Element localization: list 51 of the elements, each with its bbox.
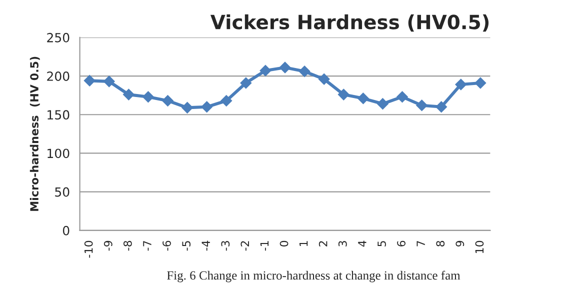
- x-tick-label: -3: [221, 241, 230, 251]
- y-tick-label: 100: [48, 148, 70, 158]
- x-tick-label: 0: [280, 240, 288, 246]
- x-tick-label: -5: [182, 241, 191, 251]
- point: [318, 74, 330, 85]
- x-tick-label: 4: [358, 240, 366, 247]
- x-tick-label: 5: [378, 241, 386, 246]
- point: [201, 101, 212, 113]
- point: [436, 101, 447, 113]
- chart-title: Vickers Hardness (HV0.5): [210, 14, 489, 32]
- y-axis-title: Micro-hardness (HV 0.5): [30, 56, 40, 211]
- point: [142, 91, 154, 102]
- point: [377, 98, 388, 110]
- x-tick-label: 6: [397, 240, 406, 246]
- x-tick-label: -9: [104, 240, 112, 251]
- point: [104, 76, 115, 88]
- point: [240, 77, 252, 89]
- x-tick-label: 2: [318, 241, 328, 246]
- x-tick-label: 7: [416, 241, 425, 246]
- x-tick-label: 9: [456, 240, 464, 246]
- point: [84, 75, 96, 86]
- x-tick-label: 3: [338, 241, 347, 246]
- point: [474, 77, 486, 89]
- point: [298, 66, 310, 78]
- x-tick-label: -6: [162, 240, 171, 251]
- point: [279, 62, 291, 74]
- point: [182, 102, 193, 114]
- y-tick-label: 0: [62, 226, 70, 236]
- x-tick-label: -10: [84, 240, 93, 258]
- point: [162, 95, 174, 106]
- y-tick-label: 200: [47, 72, 70, 81]
- x-tick-label: 8: [436, 240, 445, 246]
- point: [396, 91, 408, 102]
- x-tick-label: -2: [240, 241, 249, 251]
- point: [358, 92, 369, 104]
- caption: Fig. 6 Change in micro-hardness at change in distance fam: [167, 270, 460, 282]
- x-tick-label: -8: [123, 240, 132, 251]
- y-tick-label: 150: [48, 110, 70, 120]
- point: [260, 65, 272, 76]
- y-tick-label: 250: [47, 32, 70, 42]
- point: [455, 78, 466, 90]
- x-tick-label: -4: [202, 240, 210, 251]
- x-tick-label: -7: [143, 241, 152, 251]
- point: [416, 100, 428, 111]
- y-tick-label: 50: [55, 187, 70, 197]
- x-tick-label: 10: [475, 240, 484, 254]
- point: [338, 88, 350, 100]
- point: [123, 88, 134, 100]
- x-tick-label: -1: [260, 241, 269, 251]
- point: [220, 95, 232, 106]
- x-tick-label: 1: [300, 241, 308, 246]
